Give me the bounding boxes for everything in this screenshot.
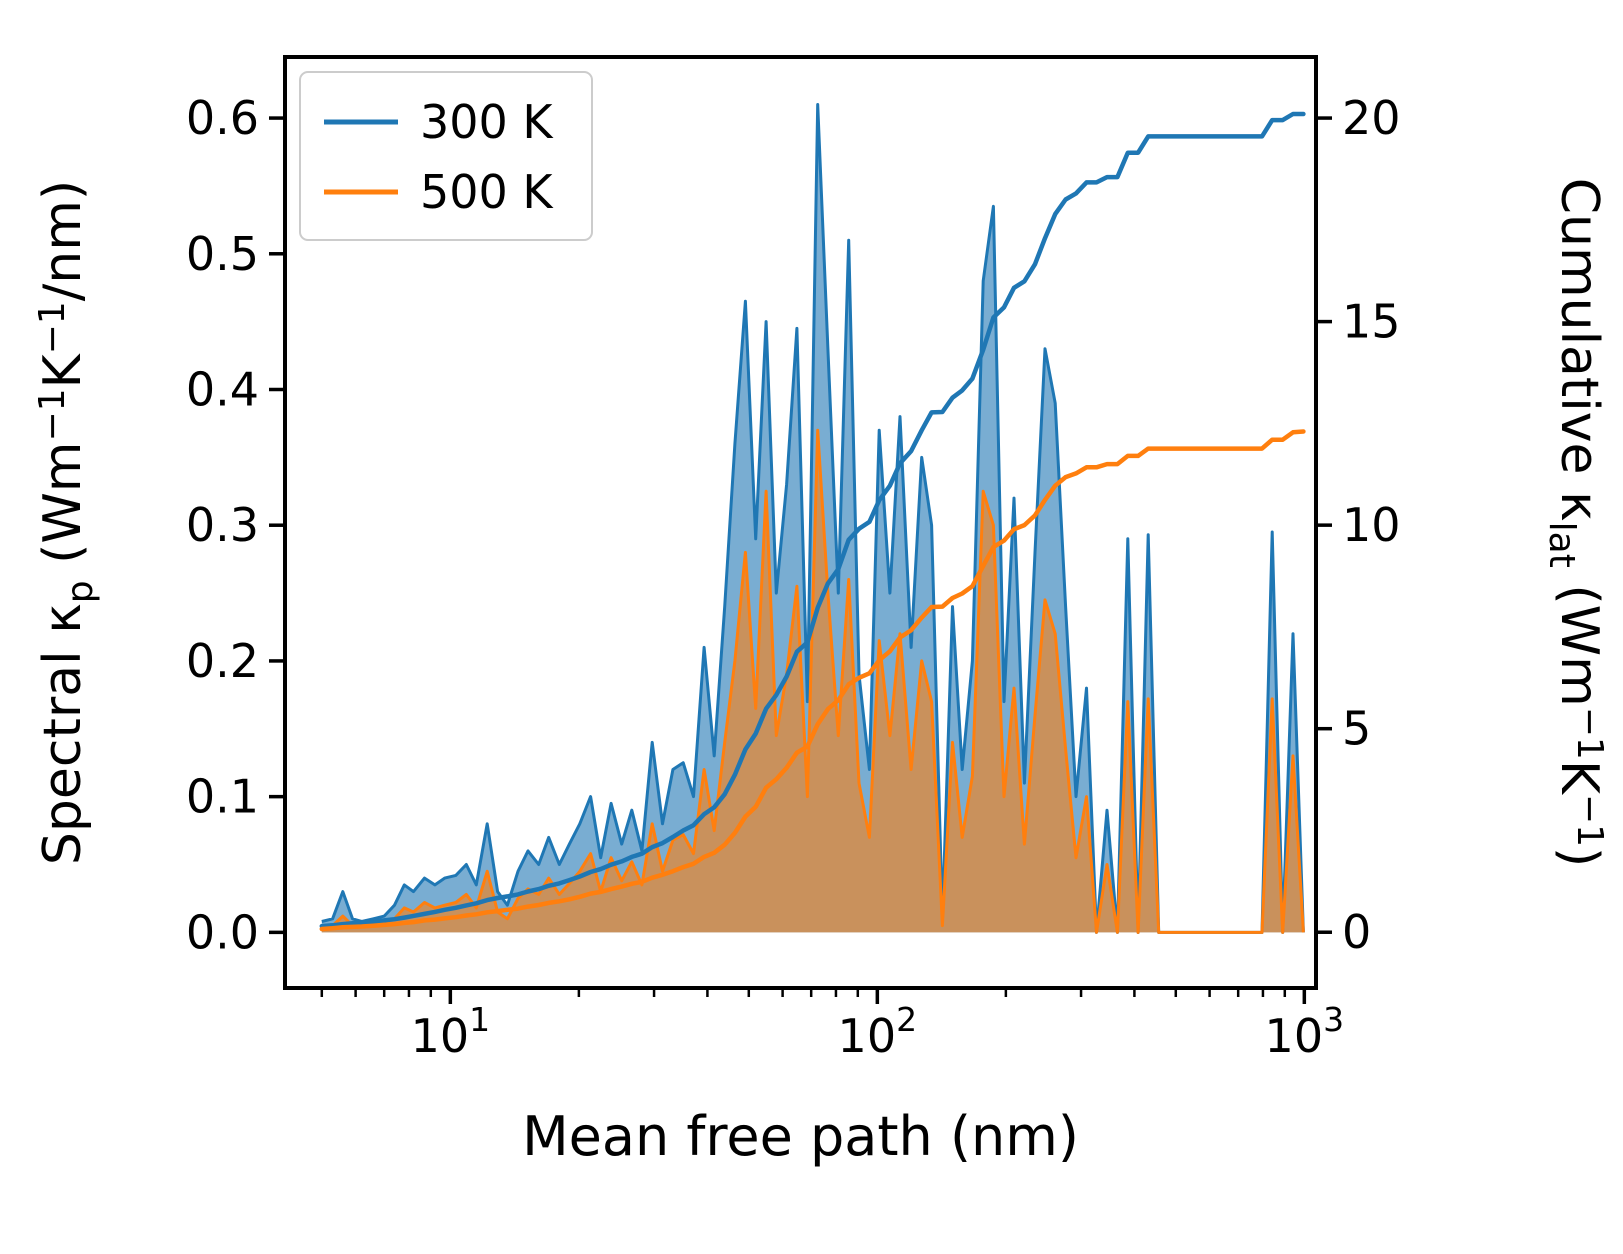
cumulative-500K-line	[319, 429, 1306, 932]
cumulative-300K-line	[319, 111, 1306, 929]
plot-data	[319, 103, 1306, 934]
y-right-tick-label: 20	[1342, 91, 1401, 145]
y-left-tick-label: 0.2	[186, 634, 259, 688]
x-tick-label: 102	[838, 1000, 918, 1063]
x-axis-label: Mean free path (nm)	[522, 1105, 1079, 1168]
y-right-tick-label: 0	[1342, 905, 1371, 959]
y-right-axis-label: Cumulative κlat (Wm−1K−1)	[1541, 178, 1610, 868]
x-tick-label: 101	[411, 1000, 491, 1063]
y-right-tick-label: 15	[1342, 295, 1401, 349]
legend-label: 300 K	[420, 95, 554, 149]
y-left-tick-label: 0.0	[186, 905, 259, 959]
y-left-axis-label: Spectral κp (Wm−1K−1/nm)	[32, 180, 101, 865]
axes: 101 102 103 0.0 0.1 0.2 0.3 0.4 0.5 0.6 0 5 10 15 20 Sp…	[32, 55, 1610, 1168]
y-left-tick-label: 0.1	[186, 770, 259, 824]
x-tick-label: 103	[1265, 1000, 1345, 1063]
legend-box	[299, 71, 593, 241]
legend-label: 500 K	[420, 165, 554, 219]
y-right-tick-label: 5	[1342, 702, 1371, 756]
legend: 300 K 500 K	[299, 71, 593, 241]
y-left-tick-label: 0.4	[186, 363, 259, 417]
y-right-tick-label: 10	[1342, 498, 1401, 552]
y-left-tick-label: 0.6	[186, 91, 259, 145]
plot-border	[283, 55, 1318, 990]
y-left-tick-label: 0.5	[186, 227, 259, 281]
spectral-500K-outline	[321, 428, 1305, 934]
spectral-500K-area	[321, 430, 1304, 933]
y-left-tick-label: 0.3	[186, 498, 259, 552]
